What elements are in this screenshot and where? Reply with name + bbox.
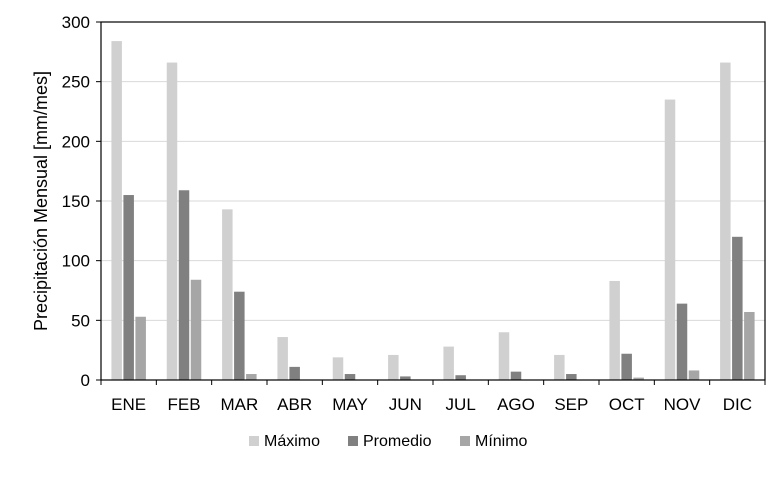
x-tick-label: ABR bbox=[277, 395, 312, 414]
bar-promedio-sep bbox=[566, 374, 577, 380]
y-axis-title: Precipitación Mensual [mm/mes] bbox=[31, 71, 51, 331]
x-tick-label: DIC bbox=[723, 395, 752, 414]
bar-máximo-abr bbox=[277, 337, 288, 380]
axes bbox=[96, 21, 766, 385]
bar-promedio-dic bbox=[732, 236, 743, 380]
bar-promedio-nov bbox=[676, 303, 688, 380]
legend-swatch-promedio bbox=[348, 436, 358, 446]
legend-swatch-mínimo bbox=[460, 436, 470, 446]
x-tick-label: FEB bbox=[167, 395, 200, 414]
bar-promedio-jun bbox=[400, 376, 411, 380]
y-tick-label: 250 bbox=[62, 73, 90, 92]
bar-máximo-oct bbox=[609, 280, 620, 380]
bar-promedio-abr bbox=[289, 366, 300, 380]
x-tick-label: AGO bbox=[497, 395, 535, 414]
bar-promedio-jul bbox=[455, 375, 466, 380]
bar-mínimo-dic bbox=[744, 311, 755, 380]
bar-máximo-ago bbox=[498, 332, 510, 380]
y-tick-label: 100 bbox=[62, 252, 90, 271]
x-tick-label: JUN bbox=[389, 395, 422, 414]
y-tick-label: 200 bbox=[62, 132, 90, 151]
bar-promedio-mar bbox=[234, 291, 245, 380]
bar-mínimo-feb bbox=[190, 279, 202, 380]
y-tick-label: 300 bbox=[62, 13, 90, 32]
bar-promedio-ene bbox=[123, 195, 134, 380]
bar-máximo-dic bbox=[720, 62, 731, 380]
bar-máximo-ene bbox=[111, 41, 122, 381]
x-tick-label: ENE bbox=[111, 395, 146, 414]
legend: Máximo Promedio Mínimo bbox=[249, 433, 528, 450]
bar-promedio-may bbox=[344, 374, 356, 380]
x-tick-label: JUL bbox=[446, 395, 476, 414]
x-tick-label: MAY bbox=[332, 395, 368, 414]
bar-mínimo-nov bbox=[688, 370, 700, 380]
legend-label: Mínimo bbox=[475, 433, 528, 450]
y-tick-label: 50 bbox=[71, 311, 90, 330]
bar-promedio-oct bbox=[621, 353, 632, 380]
bar-máximo-mar bbox=[222, 209, 233, 380]
x-tick-label: MAR bbox=[220, 395, 258, 414]
x-tick-labels: ENE FEB MAR ABR MAY JUN JUL AGO SEP OCT NOV DIC bbox=[111, 395, 752, 414]
legend-swatch-máximo bbox=[249, 436, 259, 446]
y-tick-label: 150 bbox=[62, 192, 90, 211]
bar-máximo-sep bbox=[554, 354, 565, 380]
bar-promedio-feb bbox=[178, 190, 190, 380]
bar-máximo-jun bbox=[388, 354, 399, 380]
y-tick-labels: 0 50 100 150 200 250 300 bbox=[62, 13, 90, 390]
bar-máximo-nov bbox=[664, 99, 676, 381]
bar-máximo-may bbox=[332, 357, 344, 380]
bar-mínimo-oct bbox=[633, 377, 644, 380]
x-tick-label: SEP bbox=[554, 395, 588, 414]
x-tick-label: OCT bbox=[609, 395, 645, 414]
legend-label: Promedio bbox=[363, 433, 432, 450]
bar-máximo-feb bbox=[166, 62, 178, 380]
bars bbox=[111, 41, 755, 381]
bar-promedio-ago bbox=[510, 371, 522, 380]
bar-máximo-jul bbox=[443, 346, 454, 380]
x-tick-label: NOV bbox=[664, 395, 702, 414]
bar-mínimo-mar bbox=[246, 374, 257, 380]
bar-mínimo-ene bbox=[135, 316, 146, 380]
y-tick-label: 0 bbox=[81, 371, 90, 390]
legend-label: Máximo bbox=[264, 433, 320, 450]
